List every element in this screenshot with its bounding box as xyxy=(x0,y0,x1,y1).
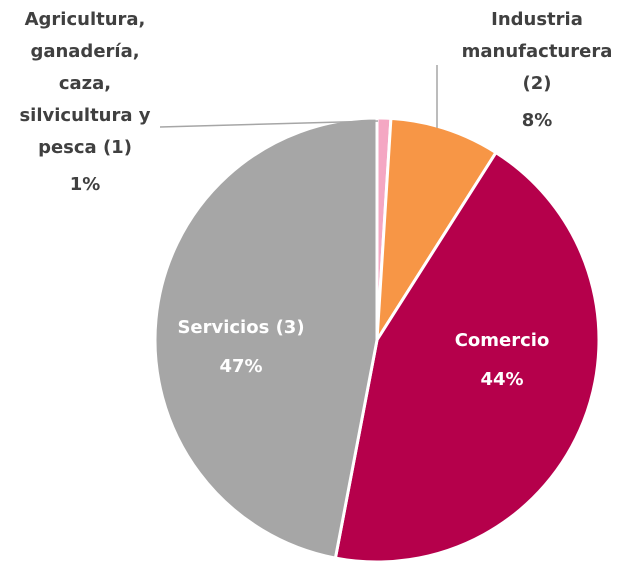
leader-line xyxy=(159,120,379,128)
label-line: Agricultura, xyxy=(25,9,146,30)
label-line: Servicios (3) xyxy=(177,317,304,338)
pie-slice xyxy=(153,116,379,560)
pie-slice xyxy=(333,150,601,562)
pie-slice xyxy=(375,116,499,341)
value-label: 1% xyxy=(70,174,101,195)
label-line: manufacturera xyxy=(462,41,613,62)
label-line: ganadería, xyxy=(30,41,139,62)
label-line: Comercio xyxy=(455,330,550,351)
slice-label: Industria manufacturera (2) xyxy=(462,9,613,94)
value-label: 8% xyxy=(522,110,553,131)
label-line: Industria xyxy=(491,9,583,30)
slice-label: Comercio xyxy=(455,330,550,351)
value-label: 47% xyxy=(219,356,262,377)
label-line: caza, xyxy=(59,73,111,94)
label-line: silvicultura y xyxy=(19,105,150,126)
slice-label: Agricultura, ganadería, caza, silvicultura … xyxy=(19,9,150,158)
slice-label: Servicios (3) xyxy=(177,317,304,338)
label-line: (2) xyxy=(523,73,552,94)
value-label: 44% xyxy=(480,369,523,390)
label-line: pesca (1) xyxy=(38,137,132,158)
